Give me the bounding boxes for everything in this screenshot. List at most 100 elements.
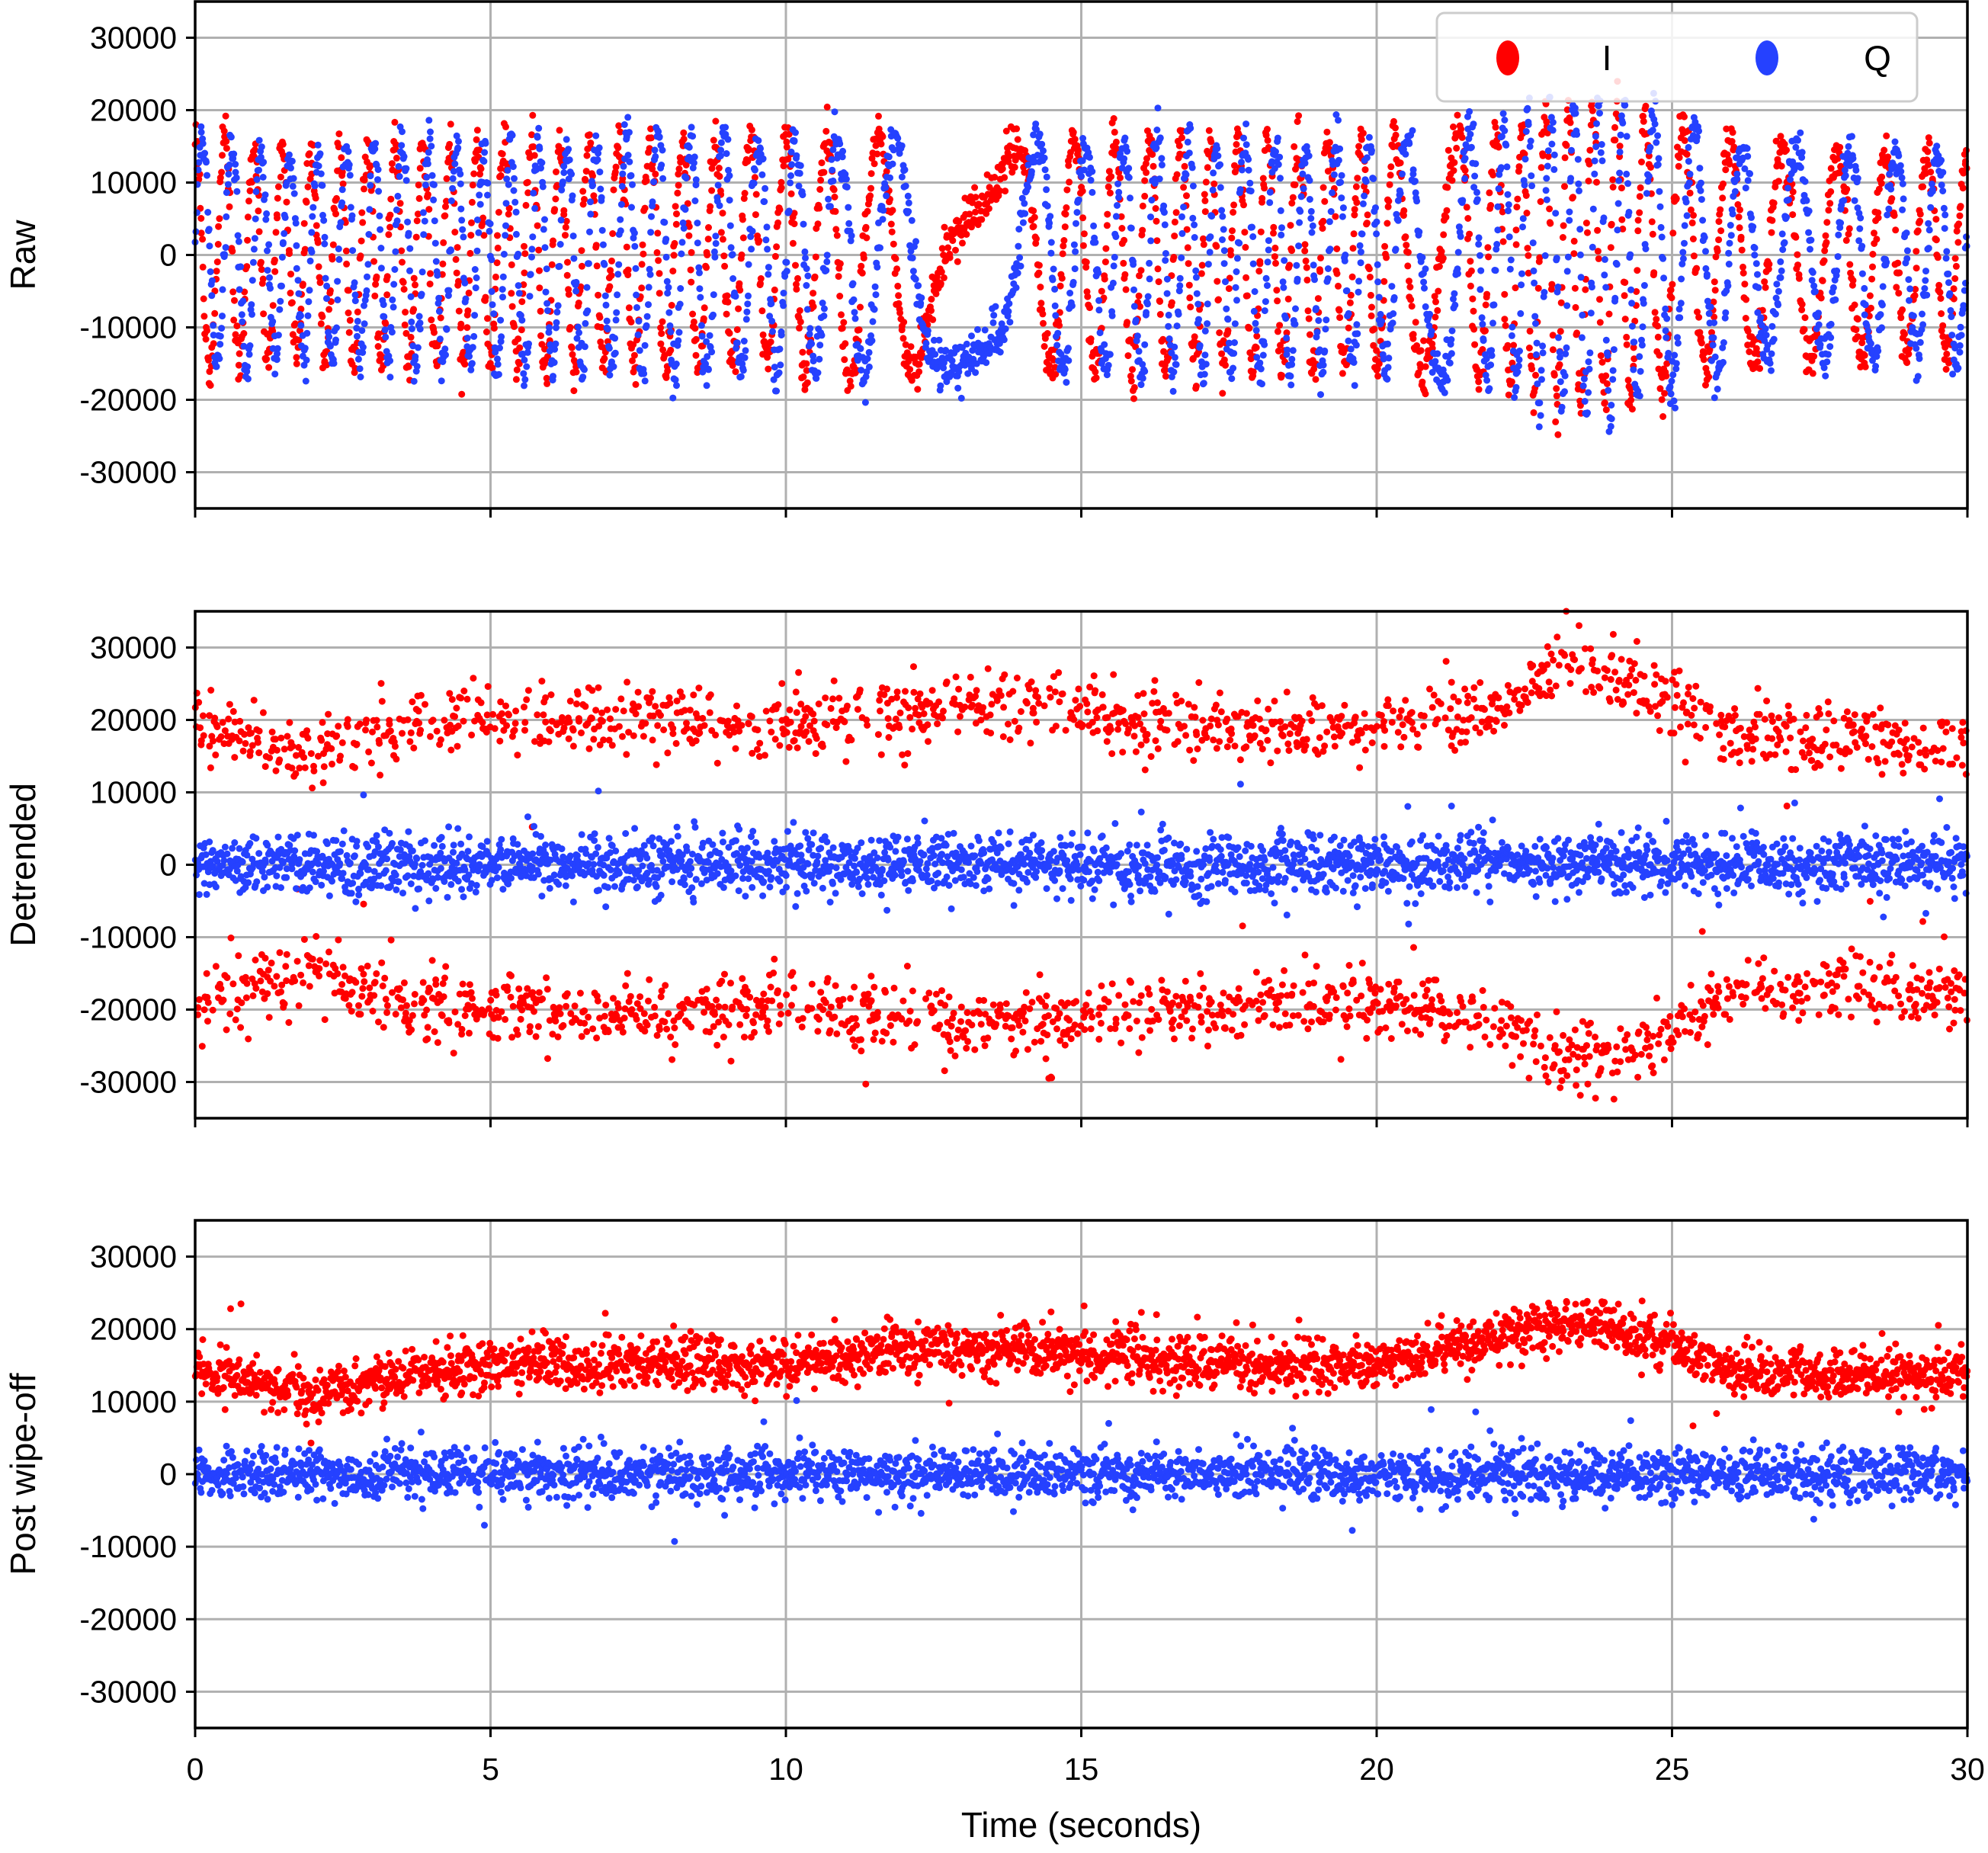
point-I	[966, 210, 973, 218]
point-I	[1153, 237, 1161, 245]
point-Q	[615, 261, 623, 268]
point-Q	[1095, 297, 1103, 304]
point-I	[1489, 172, 1497, 179]
point-Q	[454, 144, 462, 152]
point-Q	[418, 290, 425, 298]
point-I	[287, 290, 294, 297]
point-Q	[1674, 339, 1682, 347]
point-Q	[1729, 210, 1736, 218]
point-I	[479, 214, 487, 222]
point-I	[565, 290, 572, 298]
point-Q	[1711, 353, 1719, 361]
point-I	[1259, 194, 1266, 202]
point-I	[1659, 413, 1667, 420]
point-I	[1681, 136, 1688, 144]
point-Q	[1454, 248, 1462, 256]
point-Q	[1696, 165, 1704, 172]
point-Q	[829, 177, 837, 184]
point-Q	[1585, 389, 1592, 396]
point-Q	[1050, 265, 1057, 273]
point-Q	[1390, 310, 1397, 317]
point-Q	[309, 213, 316, 220]
point-Q	[1768, 322, 1776, 330]
point-I	[1305, 315, 1313, 322]
point-Q	[358, 327, 366, 335]
point-Q	[1710, 334, 1717, 341]
point-Q	[685, 143, 693, 151]
point-I	[700, 315, 707, 322]
point-Q	[462, 295, 470, 303]
point-Q	[249, 258, 257, 266]
point-Q	[396, 173, 403, 180]
point-I	[719, 210, 726, 217]
point-Q	[1245, 155, 1252, 163]
point-I	[1686, 189, 1694, 197]
point-Q	[416, 319, 424, 327]
point-Q	[408, 325, 415, 332]
point-Q	[825, 195, 832, 203]
point-Q	[436, 335, 444, 343]
point-I	[1112, 138, 1120, 146]
point-Q	[1679, 248, 1687, 256]
point-Q	[937, 382, 944, 390]
point-I	[312, 194, 319, 202]
point-Q	[473, 247, 481, 255]
point-Q	[1772, 310, 1779, 318]
point-I	[508, 303, 516, 310]
point-Q	[1071, 265, 1079, 273]
point-I	[1392, 124, 1399, 132]
point-Q	[1602, 336, 1610, 344]
point-I	[1881, 146, 1888, 154]
point-I	[1345, 324, 1352, 332]
point-Q	[297, 322, 305, 329]
point-Q	[749, 227, 756, 235]
point-I	[733, 326, 741, 333]
point-I	[1789, 211, 1797, 219]
point-I	[833, 232, 841, 239]
point-Q	[354, 317, 361, 325]
point-Q	[239, 318, 246, 325]
point-I	[624, 266, 632, 274]
point-Q	[1507, 256, 1515, 264]
point-I	[1417, 347, 1425, 354]
point-I	[1556, 361, 1563, 368]
point-Q	[1409, 127, 1416, 134]
point-Q	[1194, 300, 1202, 308]
point-Q	[540, 226, 547, 233]
point-I	[1240, 201, 1247, 209]
point-Q	[525, 340, 532, 348]
point-Q	[438, 377, 445, 385]
point-Q	[1586, 365, 1593, 373]
point-I	[316, 274, 323, 281]
point-Q	[451, 160, 459, 168]
point-I	[954, 258, 961, 265]
point-I	[1651, 309, 1659, 316]
point-I	[230, 316, 238, 324]
point-I	[1549, 346, 1557, 354]
point-Q	[710, 291, 717, 299]
point-Q	[762, 184, 769, 192]
point-I	[1319, 225, 1326, 232]
point-Q	[1204, 320, 1211, 328]
point-Q	[1542, 187, 1550, 194]
point-I	[1825, 207, 1832, 214]
point-Q	[1598, 157, 1606, 165]
point-I	[1444, 184, 1451, 191]
point-I	[1381, 242, 1389, 250]
point-Q	[230, 150, 238, 158]
point-Q	[1236, 239, 1243, 247]
point-I	[705, 224, 712, 231]
point-Q	[304, 312, 312, 319]
point-Q	[407, 293, 415, 300]
point-I	[1609, 184, 1617, 191]
point-I	[467, 232, 475, 239]
point-Q	[872, 291, 880, 299]
point-Q	[598, 226, 606, 234]
point-I	[1916, 217, 1924, 225]
point-Q	[1158, 155, 1166, 162]
point-Q	[367, 172, 374, 180]
point-Q	[550, 359, 558, 367]
point-I	[370, 258, 378, 265]
point-I	[1336, 314, 1344, 322]
point-Q	[1416, 228, 1423, 236]
